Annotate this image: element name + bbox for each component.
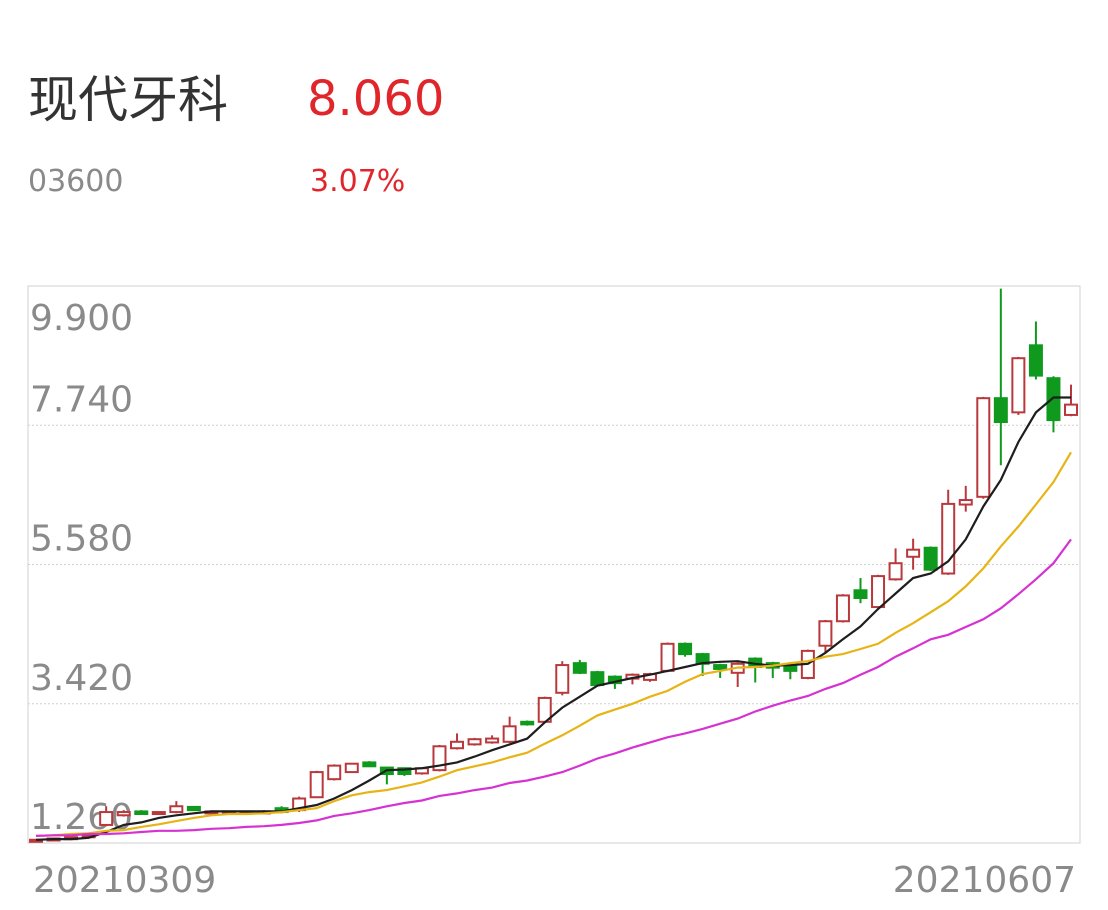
y-tick-label: 7.740: [30, 379, 133, 420]
candle-body: [555, 664, 570, 694]
candle-body: [344, 762, 359, 774]
candle-body: [906, 548, 921, 558]
candle-body: [116, 811, 131, 817]
candle-body: [134, 810, 149, 815]
candle-body: [835, 594, 850, 623]
moving-average-line: [35, 538, 1072, 837]
candle-body: [871, 575, 886, 609]
candle-body: [572, 662, 587, 674]
y-tick-label: 5.580: [30, 519, 133, 560]
candle-body: [660, 642, 675, 672]
candle-body: [502, 725, 517, 743]
y-tick-label: 1.260: [30, 797, 133, 838]
y-tick-label: 9.900: [30, 298, 133, 339]
candle-body: [1011, 357, 1026, 414]
candle-body: [362, 761, 377, 768]
candle-body: [923, 546, 938, 571]
x-tick-label: 20210607: [893, 860, 1076, 901]
price-change: 3.07%: [310, 164, 405, 199]
candle-body: [976, 397, 991, 498]
candle-body: [590, 671, 605, 687]
candle-body: [169, 805, 184, 814]
stock-price: 8.060: [307, 71, 444, 127]
candle-body: [783, 664, 798, 672]
candle-body: [1028, 344, 1043, 377]
candle-body: [888, 562, 903, 581]
candle-body: [713, 664, 728, 670]
candle-body: [1046, 377, 1061, 422]
candle-body: [327, 764, 342, 781]
candle-body: [993, 397, 1008, 424]
candle-body: [818, 620, 833, 647]
candle-body: [309, 771, 324, 799]
candle-body: [853, 589, 868, 600]
candle-body: [450, 740, 465, 750]
candle-body: [958, 499, 973, 506]
candle-body: [467, 738, 482, 746]
y-tick-label: 3.420: [30, 658, 133, 699]
moving-average-line: [35, 396, 1071, 841]
x-tick-label: 20210309: [33, 860, 216, 901]
moving-average-line: [35, 451, 1072, 837]
candle-body: [678, 642, 693, 656]
candle-body: [1064, 403, 1078, 416]
stock-code: 03600: [28, 164, 123, 199]
candle-body: [186, 805, 201, 812]
stock-name: 现代牙科: [28, 71, 228, 129]
candle-body: [151, 811, 166, 816]
candle-body: [520, 720, 535, 726]
candle-body: [397, 767, 412, 776]
candle-body: [485, 737, 500, 744]
candle-body: [99, 811, 114, 826]
